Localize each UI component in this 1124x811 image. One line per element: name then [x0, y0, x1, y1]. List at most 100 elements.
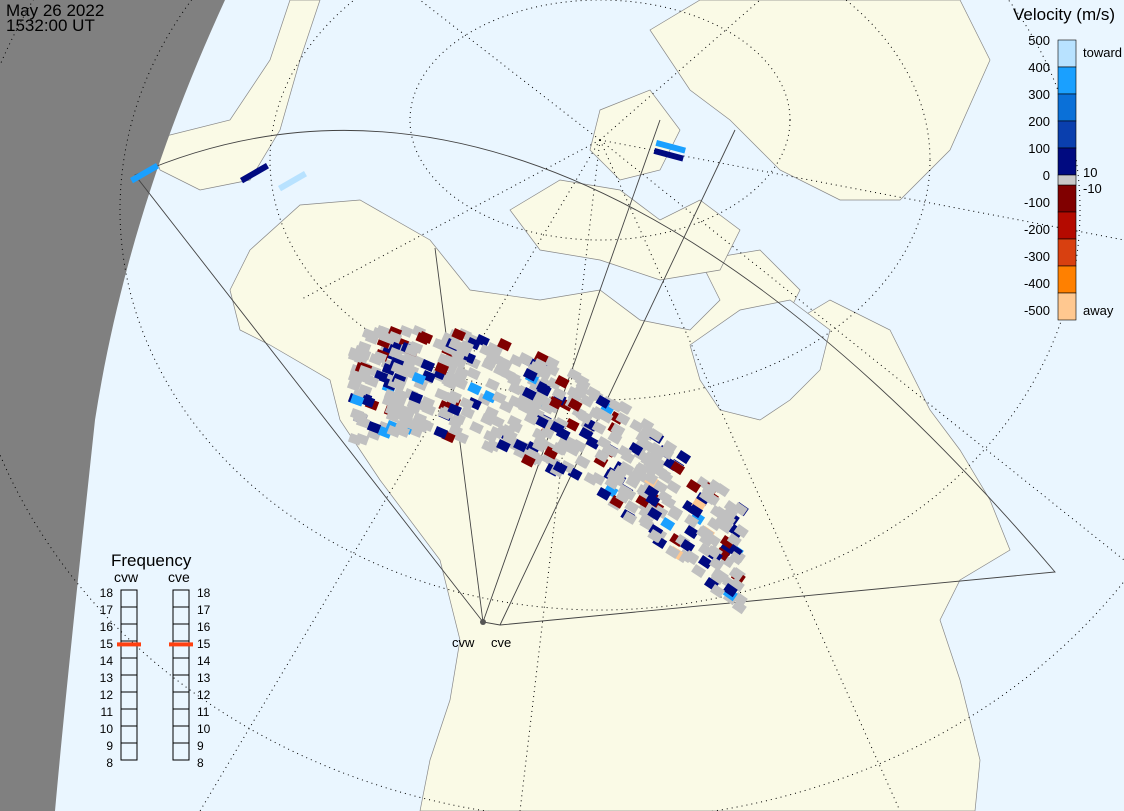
- scatter-cell: [648, 529, 664, 543]
- scatter-cell: [536, 393, 552, 408]
- scatter-cell: [552, 460, 568, 475]
- radar-site-marker: [480, 619, 486, 625]
- scatter-cell: [643, 462, 659, 477]
- scatter-cell: [408, 390, 424, 404]
- night-region: [0, 0, 225, 811]
- scatter-cell: [372, 351, 388, 364]
- scatter-cell: [517, 401, 533, 415]
- frequency-bar-cell: [120, 742, 138, 761]
- scatter-cell: [355, 416, 371, 429]
- colorbar-tick: -300: [1024, 249, 1050, 264]
- colorbar-tick: -200: [1024, 222, 1050, 237]
- scatter-cell: [353, 353, 369, 366]
- scatter-cell: [460, 406, 475, 420]
- scatter-cell: [521, 387, 537, 401]
- scatter-cell: [627, 471, 643, 485]
- scatter-cell: [391, 378, 407, 391]
- scatter-cell: [666, 480, 682, 494]
- scatter-cell: [595, 395, 611, 409]
- scatter-cell: [364, 374, 380, 388]
- colorbar-tick: 0: [1043, 168, 1050, 183]
- scatter-cell: [604, 476, 620, 490]
- scatter-cell: [567, 398, 583, 412]
- scatter-cell: [434, 362, 450, 375]
- scatter-cell: [713, 506, 729, 521]
- arctic-islands-north: [589, 89, 681, 181]
- colorbar-segment: [1057, 292, 1077, 321]
- scatter-cell: [393, 408, 409, 422]
- scatter-cell: [644, 485, 660, 499]
- colorbar-segment: [1057, 39, 1077, 68]
- colorbar-tick: -400: [1024, 276, 1050, 291]
- scatter-cell: [704, 492, 720, 507]
- scatter-cell: [546, 377, 562, 391]
- scatter-cell: [615, 412, 631, 426]
- scatter-cell: [585, 385, 601, 400]
- scatter-cell: [662, 440, 678, 454]
- scatter-cell: [520, 454, 536, 468]
- frequency-tick: 12: [100, 688, 114, 702]
- scatter-cell: [617, 445, 633, 459]
- scatter-cell: [420, 358, 436, 372]
- frequency-tick: 13: [100, 671, 114, 685]
- scatter-cell: [684, 550, 700, 566]
- scatter-cell: [695, 491, 711, 507]
- scatter-cell: [652, 464, 668, 478]
- scatter-cell: [278, 171, 307, 192]
- colorbar-segment: [1057, 66, 1077, 95]
- away-label: away: [1083, 303, 1114, 318]
- greenland: [649, 0, 991, 201]
- scatter-cell: [452, 356, 467, 370]
- scatter-cell: [497, 338, 512, 352]
- scatter-cell: [554, 374, 570, 389]
- scatter-cell: [508, 381, 523, 396]
- scatter-cell: [653, 148, 684, 162]
- frequency-tick: 8: [197, 756, 204, 770]
- frequency-title: Frequency: [111, 551, 192, 570]
- frequency-tick: 9: [106, 739, 113, 753]
- colorbar-tick: 400: [1028, 60, 1050, 75]
- scatter-cell: [448, 338, 463, 352]
- scatter-cell: [638, 513, 654, 528]
- scatter-cell: [418, 330, 434, 344]
- scatter-cell: [635, 431, 651, 445]
- scatter-cell: [616, 401, 632, 415]
- scatter-cell: [513, 439, 528, 453]
- scatter-cell: [728, 567, 744, 582]
- colorbar-tick: 500: [1028, 33, 1050, 48]
- scatter-cell: [676, 450, 692, 465]
- scatter-cell: [360, 395, 376, 408]
- frequency-marker: [169, 642, 193, 647]
- scatter-cell: [551, 441, 567, 456]
- scatter-cell: [508, 420, 523, 434]
- frequency-bar-cell: [172, 742, 190, 761]
- scatter-cell: [566, 368, 582, 382]
- scatter-cell: [420, 396, 436, 409]
- scatter-cell: [697, 555, 713, 570]
- scatter-cell: [532, 357, 548, 372]
- arctic-islands: [509, 179, 741, 281]
- scatter-cell: [728, 551, 744, 566]
- scatter-cell: [722, 583, 738, 598]
- scatter-cell: [536, 382, 552, 397]
- colorbar-title: Velocity (m/s): [1013, 5, 1115, 24]
- scatter-cell: [544, 363, 560, 377]
- scatter-cell: [354, 433, 370, 446]
- frequency-tick: 18: [100, 586, 114, 600]
- frequency-tick: 17: [197, 603, 211, 617]
- scatter-cell: [466, 367, 481, 381]
- scatter-cell: [571, 439, 587, 453]
- colorbar-tick: -100: [1024, 195, 1050, 210]
- scatter-cell: [433, 426, 449, 439]
- scatter-cell: [356, 341, 372, 354]
- scatter-cell: [603, 484, 619, 498]
- freq-radar-cve: cve: [168, 569, 190, 585]
- scatter-cell: [349, 394, 365, 407]
- scatter-cell: [483, 429, 498, 444]
- scatter-cell: [731, 600, 747, 615]
- scatter-cell: [357, 365, 373, 378]
- frequency-tick: 16: [100, 620, 114, 634]
- frequency-tick: 12: [197, 688, 211, 702]
- scatter-cell: [557, 434, 573, 449]
- scatter-cell: [657, 490, 673, 504]
